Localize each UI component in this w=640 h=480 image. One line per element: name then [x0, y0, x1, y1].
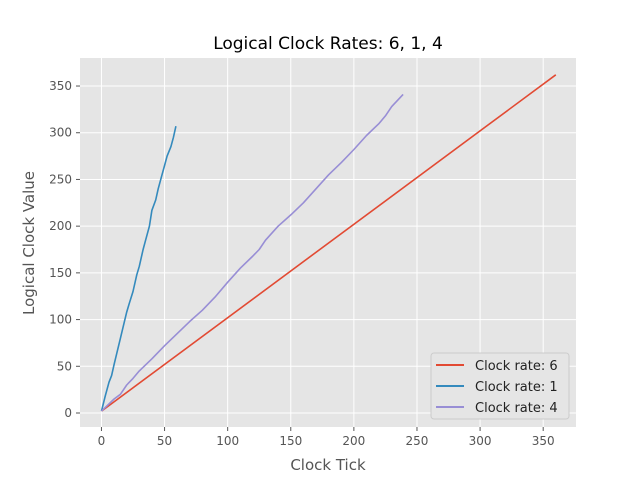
- x-tick-label: 200: [342, 434, 365, 448]
- y-tick-label: 300: [49, 126, 72, 140]
- y-tick-label: 200: [49, 219, 72, 233]
- tick-labels: 0 50 100 150 200 250 300 350 0 50 100 150 200 250 300 3…: [49, 79, 555, 448]
- y-axis-label: Logical Clock Value: [20, 171, 38, 315]
- series-line-rate-6: [101, 74, 557, 412]
- x-tick-label: 50: [157, 434, 172, 448]
- x-tick-label: 350: [532, 434, 555, 448]
- x-tick-label: 300: [469, 434, 492, 448]
- series-line-rate-1: [100, 126, 177, 412]
- y-tick-label: 50: [57, 359, 72, 373]
- x-tick-label: 0: [98, 434, 106, 448]
- y-tick-label: 250: [49, 172, 72, 186]
- y-tick-label: 0: [64, 406, 72, 420]
- legend-label-rate-1: Clock rate: 1: [475, 380, 558, 395]
- y-tick-label: 350: [49, 79, 72, 93]
- legend-label-rate-4: Clock rate: 4: [475, 401, 558, 416]
- series-lines: [100, 74, 557, 412]
- y-tick-label: 100: [49, 313, 72, 327]
- legend-box: [430, 352, 570, 420]
- x-axis-label: Clock Tick: [290, 456, 366, 474]
- y-tick-label: 150: [49, 266, 72, 280]
- legend: Clock rate: 6 Clock rate: 1 Clock rate: …: [430, 352, 570, 420]
- chart-title: Logical Clock Rates: 6, 1, 4: [213, 34, 443, 54]
- x-tick-label: 250: [406, 434, 429, 448]
- series-line-rate-4: [100, 93, 404, 412]
- x-tick-label: 150: [279, 434, 302, 448]
- legend-label-rate-6: Clock rate: 6: [475, 359, 558, 374]
- x-tick-label: 100: [216, 434, 239, 448]
